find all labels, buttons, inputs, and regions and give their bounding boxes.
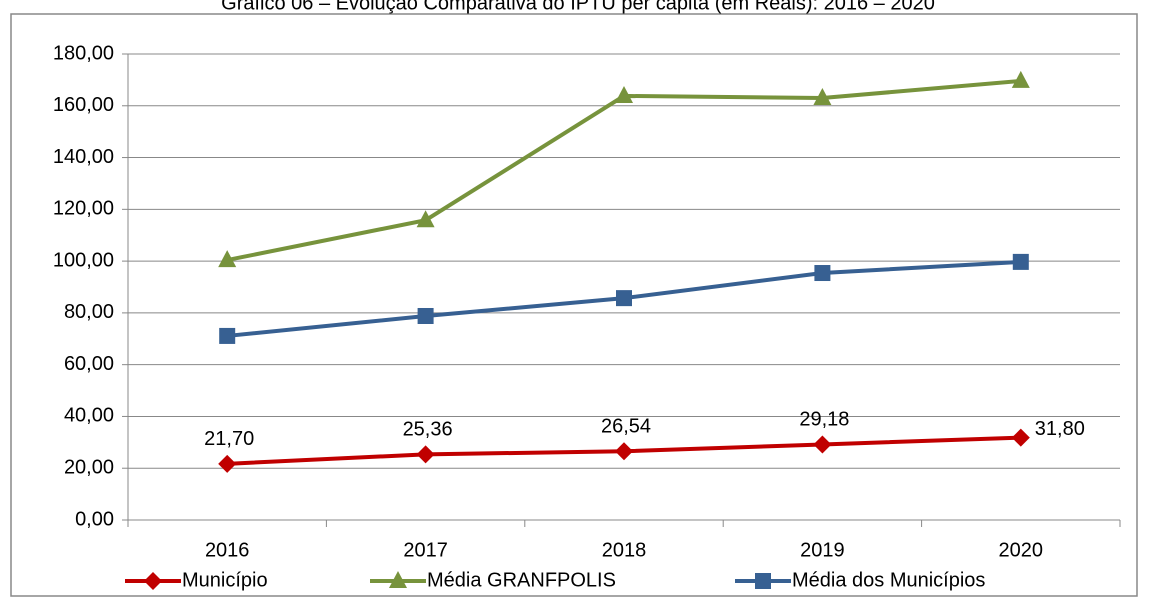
data-label: 26,54 (601, 416, 651, 438)
x-tick-label: 2018 (602, 539, 647, 561)
data-label: 31,80 (1035, 418, 1085, 440)
y-tick-label: 180,00 (53, 42, 114, 64)
marker (615, 85, 633, 103)
data-label: 29,18 (799, 409, 849, 431)
y-tick-label: 60,00 (64, 353, 114, 375)
marker (1011, 70, 1030, 88)
x-tick-label: 2020 (999, 539, 1044, 561)
legend-marker (144, 572, 162, 590)
x-tick-label: 2019 (800, 539, 845, 561)
y-tick-label: 80,00 (64, 301, 114, 323)
marker (616, 290, 632, 307)
y-tick-label: 40,00 (64, 405, 114, 427)
y-tick-label: 140,00 (53, 146, 114, 168)
y-tick-label: 120,00 (53, 198, 114, 220)
marker (814, 265, 831, 282)
marker (219, 327, 236, 344)
legend-marker (755, 573, 771, 589)
marker (218, 454, 237, 473)
marker (615, 442, 633, 461)
legend-marker (389, 571, 407, 588)
marker (218, 250, 237, 268)
legend-label: Município (182, 569, 268, 591)
marker (417, 307, 434, 324)
y-tick-label: 0,00 (75, 508, 114, 530)
x-tick-label: 2017 (403, 539, 448, 561)
marker (416, 445, 435, 464)
legend-label: Média GRANFPOLIS (427, 569, 616, 591)
y-tick-label: 160,00 (53, 94, 114, 116)
legend-label: Média dos Municípios (792, 569, 985, 591)
y-tick-label: 100,00 (53, 249, 114, 271)
data-label: 25,36 (403, 419, 453, 441)
chart-frame (10, 13, 1138, 597)
marker (813, 88, 832, 106)
marker (1012, 253, 1029, 270)
y-tick-label: 20,00 (64, 457, 114, 479)
marker (1011, 428, 1030, 447)
marker (813, 435, 832, 454)
data-label: 21,70 (204, 428, 254, 450)
marker (416, 210, 435, 228)
x-tick-label: 2016 (205, 539, 250, 561)
chart-title: Gráfico 06 – Evolução Comparativa do IPT… (221, 0, 935, 14)
